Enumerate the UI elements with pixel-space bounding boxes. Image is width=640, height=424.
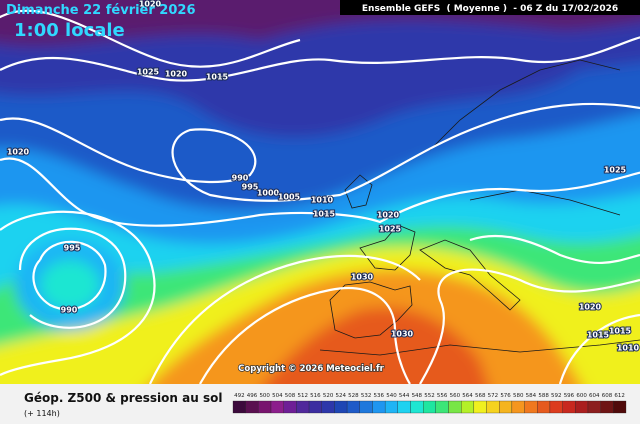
- scale-swatch: [258, 400, 272, 414]
- scale-swatch: [486, 400, 500, 414]
- isobar-label: 1020: [377, 211, 400, 220]
- scale-swatch: [372, 400, 386, 414]
- isobar-label: 995: [242, 183, 259, 192]
- isobar-label: 990: [232, 174, 249, 183]
- scale-tick-label: 496: [247, 393, 258, 399]
- scale-tick-label: 528: [348, 393, 359, 399]
- scale-tick-label: 512: [297, 393, 308, 399]
- scale-swatch: [499, 400, 513, 414]
- scale-swatch: [587, 400, 601, 414]
- scale-tick-label: 532: [361, 393, 372, 399]
- isobar-label: 1010: [311, 196, 334, 205]
- scale-swatch: [511, 400, 525, 414]
- scale-tick-label: 556: [437, 393, 448, 399]
- scale-swatch: [245, 400, 259, 414]
- scale-tick-label: 592: [551, 393, 562, 399]
- scale-tick-label: 520: [323, 393, 334, 399]
- isobar-label: 1015: [609, 327, 632, 336]
- forecast-date: Dimanche 22 février 2026: [6, 3, 196, 18]
- scale-tick-label: 552: [424, 393, 435, 399]
- scale-tick-label: 568: [475, 393, 486, 399]
- isobars: [0, 9, 640, 384]
- scale-swatch: [410, 400, 424, 414]
- scale-swatch: [397, 400, 411, 414]
- scale-swatch: [549, 400, 563, 414]
- scale-tick-label: 500: [259, 393, 270, 399]
- scale-tick-label: 548: [412, 393, 423, 399]
- scale-swatch: [461, 400, 475, 414]
- scale-swatch: [435, 400, 449, 414]
- scale-tick-label: 516: [310, 393, 321, 399]
- scale-tick-label: 508: [285, 393, 296, 399]
- scale-tick-label: 544: [399, 393, 410, 399]
- scale-swatch: [448, 400, 462, 414]
- scale-tick-label: 524: [336, 393, 347, 399]
- isobar-label: 990: [61, 306, 78, 315]
- run-banner: [340, 0, 640, 15]
- scale-swatch: [359, 400, 373, 414]
- scale-tick-label: 576: [500, 393, 511, 399]
- isobar-label: 1025: [379, 225, 402, 234]
- isobar-label: 1020: [7, 148, 30, 157]
- scale-swatch: [308, 400, 322, 414]
- isobar-label: 1010: [617, 344, 640, 353]
- scale-swatch: [423, 400, 436, 414]
- scale-swatch: [321, 400, 335, 414]
- scale-tick-label: 540: [386, 393, 397, 399]
- scale-swatch: [283, 400, 297, 414]
- scale-swatch: [346, 400, 360, 414]
- coastlines: [319, 59, 640, 356]
- isobar-label: 1025: [604, 166, 627, 175]
- isobar-label: 1015: [206, 73, 229, 82]
- isobar-label: 1015: [587, 331, 610, 340]
- isobar-label: 1020: [165, 70, 188, 79]
- scale-tick-label: 492: [234, 393, 245, 399]
- scale-tick-label: 584: [526, 393, 537, 399]
- scale-tick-label: 560: [450, 393, 461, 399]
- scale-swatch: [270, 400, 284, 414]
- local-time: 1:00 locale: [14, 20, 125, 41]
- scale-tick-label: 504: [272, 393, 283, 399]
- scale-swatch: [473, 400, 487, 414]
- scale-tick-label: 600: [576, 393, 587, 399]
- isobar-label: 1015: [313, 210, 336, 219]
- isobar-label: 1005: [278, 193, 301, 202]
- footer-title: Géop. Z500 & pression au sol: [24, 391, 222, 405]
- isobar-label: 1030: [391, 330, 414, 339]
- isobar-label: 1025: [137, 68, 160, 77]
- isobar-label: 1030: [351, 273, 374, 282]
- scale-swatch: [613, 400, 627, 414]
- scale-swatch: [537, 400, 551, 414]
- scale-swatch: [334, 400, 348, 414]
- scale-swatch: [232, 400, 246, 414]
- isobar-label: 1020: [139, 0, 162, 9]
- scale-tick-label: 536: [374, 393, 385, 399]
- scale-tick-label: 572: [488, 393, 499, 399]
- run-info: Ensemble GEFS ( Moyenne ) - 06 Z du 17/0…: [362, 4, 618, 14]
- scale-tick-label: 564: [462, 393, 473, 399]
- scale-swatch: [384, 400, 398, 414]
- scale-tick-label: 596: [564, 393, 575, 399]
- scale-swatch: [296, 400, 310, 414]
- color-scale: 492 496 500 504 508 512 516 520 524 528 532 536 540 5…: [232, 393, 627, 414]
- scale-tick-label: 588: [538, 393, 549, 399]
- isobar-label: 1020: [579, 303, 602, 312]
- isobar-label: 995: [64, 244, 81, 253]
- forecast-lead: (+ 114h): [24, 409, 60, 418]
- scale-swatch: [575, 400, 589, 414]
- isobar-label: 1000: [257, 189, 280, 198]
- scale-swatch: [600, 400, 614, 414]
- scale-swatch: [524, 400, 538, 414]
- copyright: Copyright © 2026 Meteociel.fr: [238, 364, 384, 374]
- scale-tick-label: 604: [589, 393, 600, 399]
- scale-swatch: [562, 400, 576, 414]
- scale-tick-label: 608: [602, 393, 613, 399]
- scale-tick-label: 580: [513, 393, 524, 399]
- scale-tick-label: 612: [614, 393, 625, 399]
